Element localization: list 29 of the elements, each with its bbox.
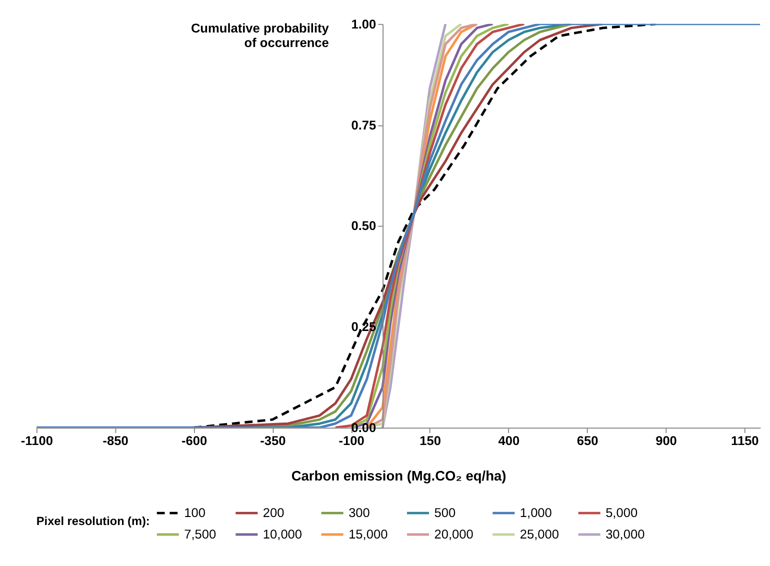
x-tick-label: 900 <box>656 432 677 448</box>
legend-label: 5,000 <box>606 504 638 520</box>
x-tick-label: 1150 <box>731 432 759 448</box>
legend-label: 1,000 <box>520 504 552 520</box>
x-tick-label: -350 <box>260 432 286 448</box>
y-tick-label: 0.75 <box>351 117 376 132</box>
x-tick-label: -850 <box>102 432 128 448</box>
legend-label: 100 <box>184 504 206 520</box>
legend-title: Pixel resolution (m): <box>36 514 150 528</box>
legend-label: 500 <box>434 504 456 520</box>
legend-label: 200 <box>262 504 284 520</box>
x-tick-label: -100 <box>338 432 364 448</box>
y-axis-title: Cumulative probability of occurrence <box>190 20 330 50</box>
y-tick-label: 1.00 <box>351 16 376 32</box>
legend-label: 300 <box>348 504 370 520</box>
legend-label: 25,000 <box>520 526 560 542</box>
legend-label: 10,000 <box>262 526 302 542</box>
x-tick-label: -1100 <box>20 432 53 448</box>
legend-label: 30,000 <box>606 526 645 542</box>
legend-label: 20,000 <box>434 526 474 542</box>
x-axis-title: Carbon emission (Mg.CO₂ eq/ha) <box>291 468 506 484</box>
x-tick-label: 650 <box>576 432 598 448</box>
x-tick-label: 150 <box>420 432 441 448</box>
y-tick-label: 0.00 <box>351 420 376 436</box>
x-tick-label: 400 <box>498 432 520 448</box>
legend-label: 7,500 <box>184 526 216 542</box>
y-tick-label: 0.50 <box>351 218 376 234</box>
legend-label: 15,000 <box>348 526 388 542</box>
x-tick-label: -600 <box>181 432 208 448</box>
